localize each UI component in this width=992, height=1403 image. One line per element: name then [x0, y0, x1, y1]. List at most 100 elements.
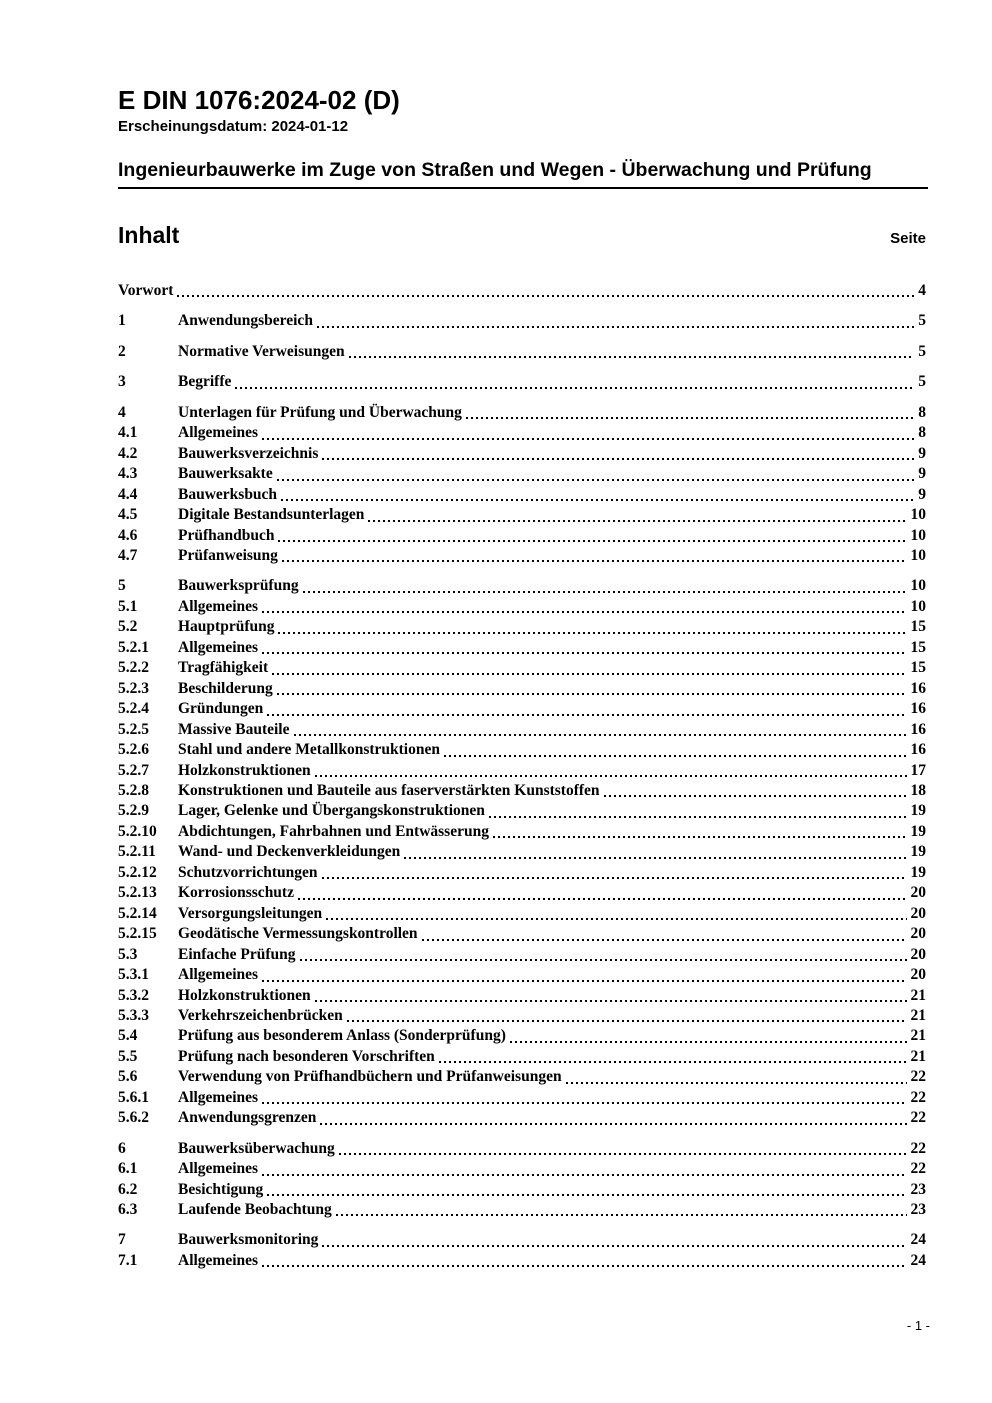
toc-entry[interactable]: 5.2.10 Abdichtungen, Fahrbahnen und Entwä… — [118, 822, 926, 842]
toc-entry-title[interactable]: Verwendung von Prüfhandbüchern und Prüfa… — [178, 1068, 562, 1086]
toc-entry-title[interactable]: Tragfähigkeit — [178, 659, 269, 677]
toc-entry[interactable]: 5 Bauwerksprüfung 10 — [118, 576, 926, 596]
toc-entry-title[interactable]: Geodätische Vermessungskontrollen — [178, 925, 418, 943]
toc-entry[interactable]: 6 Bauwerksüberwachung 22 — [118, 1139, 926, 1159]
toc-entry-page: 22 — [910, 1088, 927, 1106]
toc-entry-title[interactable]: Allgemeines — [178, 966, 259, 984]
toc-entry[interactable]: 5.1 Allgemeines 10 — [118, 597, 926, 617]
toc-entry[interactable]: 4.6 Prüfhandbuch 10 — [118, 526, 926, 546]
toc-entry[interactable]: 5.5 Prüfung nach besonderen Vorschriften 2… — [118, 1047, 926, 1067]
toc-entry-title[interactable]: Einfache Prüfung — [178, 945, 296, 963]
toc-entry-title[interactable]: Beschilderung — [178, 679, 273, 697]
toc-entry-title[interactable]: Prüfanweisung — [178, 546, 278, 564]
toc-entry[interactable]: 5.3.3 Verkehrszeichenbrücken 21 — [118, 1006, 926, 1026]
toc-entry-page: 4 — [918, 282, 926, 299]
toc-entry-title[interactable]: Hauptprüfung — [178, 618, 275, 636]
toc-entry[interactable]: 5.3 Einfache Prüfung 20 — [118, 945, 926, 965]
toc-entry[interactable]: 5.4 Prüfung aus besonderem Anlass (Sonder… — [118, 1026, 926, 1046]
toc-entry-number: 5.1 — [118, 597, 138, 615]
toc-entry-title[interactable]: Prüfhandbuch — [178, 526, 275, 544]
toc-entry-title[interactable]: Allgemeines — [178, 597, 259, 615]
toc-entry[interactable]: 4.3 Bauwerksakte 9 — [118, 464, 926, 484]
toc-entry-title[interactable]: Allgemeines — [178, 424, 259, 442]
toc-entry-title[interactable]: Bauwerksakte — [178, 465, 273, 483]
toc-entry[interactable]: 5.2.11 Wand- und Deckenverkleidungen 19 — [118, 842, 926, 862]
toc-entry-number: 5.2 — [118, 618, 138, 636]
toc-entry-title[interactable]: Digitale Bestandsunterlagen — [178, 506, 365, 524]
toc-entry[interactable]: 5.2.8 Konstruktionen und Bauteile aus fas… — [118, 781, 926, 801]
toc-entry-number: 5.6 — [118, 1068, 138, 1086]
toc-entry-title[interactable]: Gründungen — [178, 700, 264, 718]
toc-entry-title[interactable]: Verkehrszeichenbrücken — [178, 1006, 343, 1024]
toc-entry[interactable]: 5.2.7 Holzkonstruktionen 17 — [118, 761, 926, 781]
toc-entry-title[interactable]: Allgemeines — [178, 1088, 259, 1106]
toc-entry[interactable]: 5.2.3 Beschilderung 16 — [118, 679, 926, 699]
dot-leader — [281, 546, 908, 566]
toc-entry-title[interactable]: Vorwort — [118, 282, 174, 299]
toc-entry-title[interactable]: Abdichtungen, Fahrbahnen und Entwässerun… — [178, 822, 489, 840]
toc-entry-title[interactable]: Begriffe — [178, 373, 232, 391]
toc-entry-title[interactable]: Anwendungsgrenzen — [178, 1109, 317, 1127]
toc-entry[interactable]: 6.3 Laufende Beobachtung 23 — [118, 1200, 926, 1220]
toc-entry[interactable]: 6.1 Allgemeines 22 — [118, 1159, 926, 1179]
toc-entry-title[interactable]: Bauwerksmonitoring — [178, 1231, 319, 1249]
toc-entry[interactable]: 5.3.1 Allgemeines 20 — [118, 965, 926, 985]
toc-entry-title[interactable]: Holzkonstruktionen — [178, 986, 311, 1004]
toc-entry[interactable]: 2 Normative Verweisungen 5 — [118, 342, 926, 362]
toc-entry[interactable]: 5.6.2 Anwendungsgrenzen 22 — [118, 1108, 926, 1128]
toc-entry[interactable]: 5.2.15 Geodätische Vermessungskontrollen 2… — [118, 924, 926, 944]
toc-entry-title[interactable]: Unterlagen für Prüfung und Überwachung — [178, 403, 462, 421]
toc-entry[interactable]: 5.2.5 Massive Bauteile 16 — [118, 720, 926, 740]
toc-entry[interactable]: 6.2 Besichtigung 23 — [118, 1180, 926, 1200]
toc-entry-title[interactable]: Versorgungsleitungen — [178, 904, 323, 922]
toc-entry[interactable]: 5.2 Hauptprüfung 15 — [118, 617, 926, 637]
dot-leader — [348, 342, 916, 362]
toc-entry[interactable]: 4.1 Allgemeines 8 — [118, 423, 926, 443]
toc-entry[interactable]: 5.2.9 Lager, Gelenke und Übergangskonstru… — [118, 801, 926, 821]
toc-entry[interactable]: 3 Begriffe 5 — [118, 372, 926, 392]
toc-entry[interactable]: 4.4 Bauwerksbuch 9 — [118, 485, 926, 505]
toc-entry-title[interactable]: Laufende Beobachtung — [178, 1201, 332, 1219]
toc-entry[interactable]: 5.3.2 Holzkonstruktionen 21 — [118, 986, 926, 1006]
toc-entry[interactable]: 7.1 Allgemeines 24 — [118, 1251, 926, 1271]
toc-entry-title[interactable]: Anwendungsbereich — [178, 312, 313, 330]
toc-entry-title[interactable]: Prüfung aus besonderem Anlass (Sonderprü… — [178, 1027, 506, 1045]
toc-entry-title[interactable]: Holzkonstruktionen — [178, 761, 311, 779]
toc-entry[interactable]: 5.2.14 Versorgungsleitungen 20 — [118, 904, 926, 924]
toc-entry[interactable]: 5.2.4 Gründungen 16 — [118, 699, 926, 719]
toc-entry-title[interactable]: Bauwerksbuch — [178, 485, 278, 503]
toc-entry-title[interactable]: Wand- und Deckenverkleidungen — [178, 843, 401, 861]
toc-entry[interactable]: 7 Bauwerksmonitoring 24 — [118, 1230, 926, 1250]
toc-entry-title[interactable]: Bauwerksüberwachung — [178, 1139, 335, 1157]
toc-entry[interactable]: 4.2 Bauwerksverzeichnis 9 — [118, 444, 926, 464]
toc-entry-title[interactable]: Bauwerksverzeichnis — [178, 444, 319, 462]
toc-entry-title[interactable]: Prüfung nach besonderen Vorschriften — [178, 1047, 435, 1065]
toc-entry-title[interactable]: Normative Verweisungen — [178, 342, 345, 360]
toc-entry[interactable]: 5.6 Verwendung von Prüfhandbüchern und Pr… — [118, 1067, 926, 1087]
toc-entry-number: 7.1 — [118, 1251, 138, 1269]
toc-entry[interactable]: 5.2.13 Korrosionsschutz 20 — [118, 883, 926, 903]
toc-entry-title[interactable]: Allgemeines — [178, 1251, 259, 1269]
toc-entry-title[interactable]: Bauwerksprüfung — [178, 577, 299, 595]
toc-entry-title[interactable]: Lager, Gelenke und Übergangskonstruktion… — [178, 802, 485, 820]
toc-entry-title[interactable]: Massive Bauteile — [178, 720, 290, 738]
toc-entry[interactable]: 4 Unterlagen für Prüfung und Überwachung 8 — [118, 403, 926, 423]
toc-entry-title[interactable]: Allgemeines — [178, 1160, 259, 1178]
dot-leader — [266, 699, 907, 719]
toc-entry[interactable]: 1 Anwendungsbereich 5 — [118, 311, 926, 331]
toc-entry-title[interactable]: Korrosionsschutz — [178, 884, 294, 902]
toc-entry[interactable]: 5.6.1 Allgemeines 22 — [118, 1088, 926, 1108]
toc-entry[interactable]: 5.2.1 Allgemeines 15 — [118, 638, 926, 658]
toc-entry-title[interactable]: Schutzvorrichtungen — [178, 863, 318, 881]
toc-entry-title[interactable]: Konstruktionen und Bauteile aus faserver… — [178, 781, 600, 799]
toc-entry[interactable]: Vorwort 4 — [118, 281, 926, 301]
toc-entry[interactable]: 4.5 Digitale Bestandsunterlagen 10 — [118, 505, 926, 525]
toc-entry[interactable]: 4.7 Prüfanweisung 10 — [118, 546, 926, 566]
toc-entry-title[interactable]: Allgemeines — [178, 638, 259, 656]
toc-entry-number: 5.2.3 — [118, 679, 149, 697]
toc-entry[interactable]: 5.2.2 Tragfähigkeit 15 — [118, 658, 926, 678]
toc-entry-title[interactable]: Stahl und andere Metallkonstruktionen — [178, 741, 440, 759]
toc-entry[interactable]: 5.2.12 Schutzvorrichtungen 19 — [118, 863, 926, 883]
toc-entry-title[interactable]: Besichtigung — [178, 1180, 264, 1198]
toc-entry[interactable]: 5.2.6 Stahl und andere Metallkonstruktion… — [118, 740, 926, 760]
